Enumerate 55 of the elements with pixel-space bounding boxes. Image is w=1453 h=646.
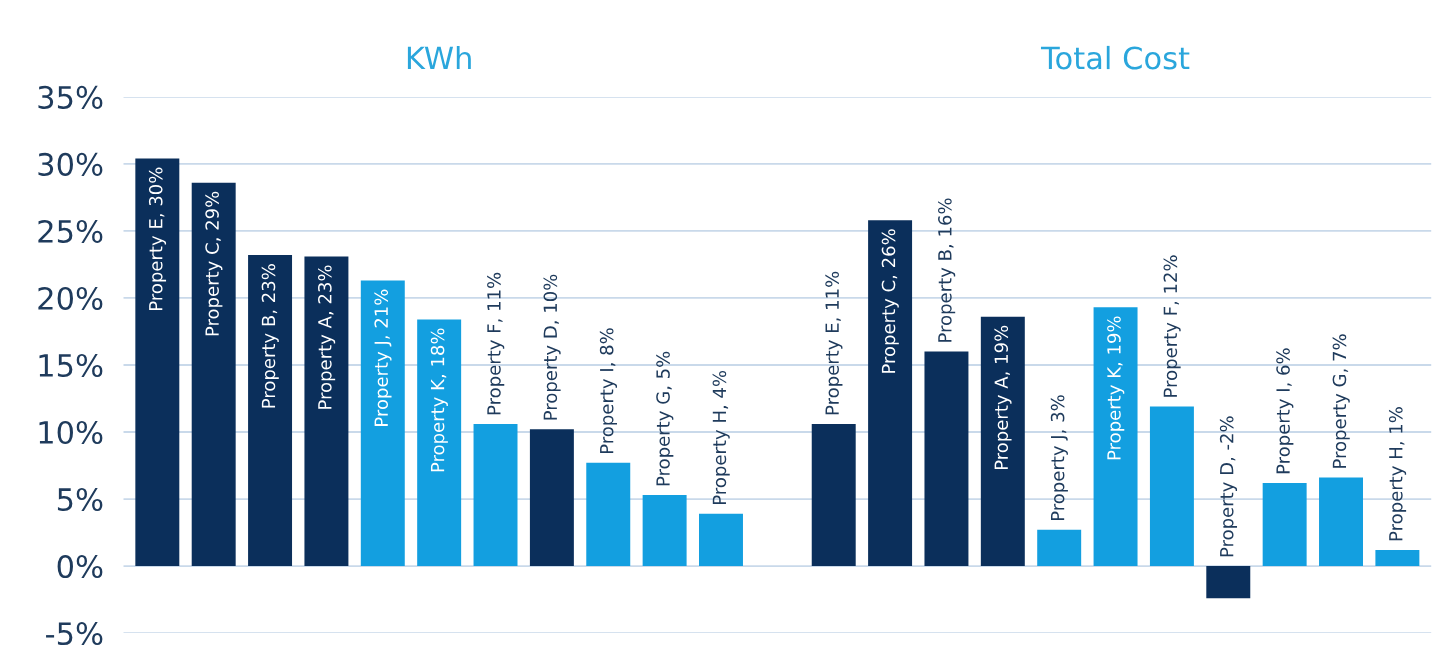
data-label: Property G, 5% [656, 351, 674, 486]
bar [360, 280, 405, 567]
data-label: Property H, 1% [1388, 407, 1407, 541]
y-tick-label: 35% [38, 85, 103, 109]
bar [473, 423, 518, 567]
data-label: Property B, 16% [938, 198, 956, 342]
bar [586, 462, 631, 567]
data-label: Property D, 10% [543, 274, 561, 420]
data-label: Property E, 30% [148, 167, 167, 310]
data-label: Property A, 19% [994, 325, 1012, 470]
bar [868, 220, 913, 567]
bar [1375, 549, 1420, 567]
data-label: Property K, 19% [1107, 316, 1125, 460]
data-label: Property J, 3% [1050, 395, 1068, 521]
data-label: Property D, -2% [1219, 416, 1238, 557]
bar [1262, 482, 1307, 567]
data-label: Property E, 11% [825, 271, 843, 415]
y-tick-label: 15% [39, 353, 103, 378]
data-label: Property F, 11% [487, 272, 505, 415]
text: Total Cost [1040, 45, 1190, 70]
data-label: Property I, 8% [599, 328, 617, 454]
bar [304, 256, 349, 567]
bar [924, 351, 969, 567]
bar [980, 316, 1025, 567]
bar [417, 319, 462, 567]
data-label: Property C, 26% [881, 229, 899, 373]
bar [1319, 477, 1363, 567]
y-tick-label: 30% [38, 152, 103, 176]
bar [811, 423, 856, 567]
bar [191, 182, 236, 567]
data-label: Property A, 23% [318, 265, 336, 409]
data-label: Property C, 29% [205, 191, 223, 336]
data-label: Property B, 23% [261, 264, 279, 408]
data-label: Property J, 21% [374, 289, 392, 426]
data-label: Property I, 6% [1276, 348, 1294, 474]
y-tick-label: 0% [57, 554, 103, 579]
bar [699, 513, 743, 567]
data-label: Property H, 4% [712, 370, 730, 504]
data-label: Property K, 18% [430, 328, 448, 472]
bar [1149, 406, 1194, 567]
data-label: Property G, 7% [1332, 334, 1350, 468]
y-tick-label: 20% [38, 286, 103, 311]
data-label: Property F, 12% [1163, 255, 1181, 397]
bar [248, 255, 293, 567]
y-tick-label: 10% [39, 420, 103, 445]
bar [1037, 529, 1082, 567]
bar [1093, 307, 1138, 567]
bar [529, 429, 574, 567]
bar [135, 158, 180, 567]
bar [1206, 566, 1251, 599]
y-tick-label: 5% [57, 487, 103, 512]
text: KWh [407, 45, 471, 70]
y-tick-label: -5% [46, 622, 103, 646]
bar [642, 495, 687, 567]
y-tick-label: 25% [38, 219, 103, 243]
